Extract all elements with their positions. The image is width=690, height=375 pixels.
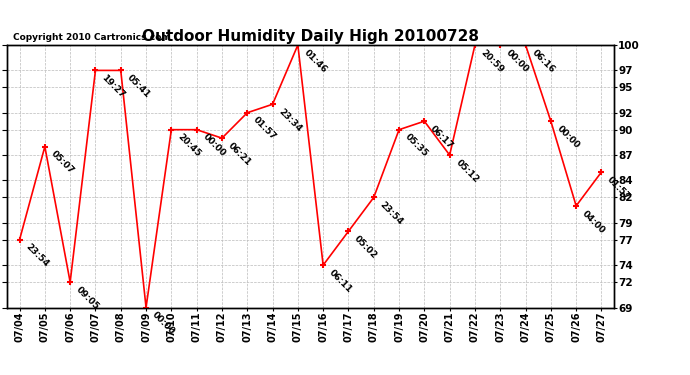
Text: 09:05: 09:05 xyxy=(75,285,101,311)
Text: 00:00: 00:00 xyxy=(201,132,227,159)
Text: 05:35: 05:35 xyxy=(403,132,430,159)
Text: 06:17: 06:17 xyxy=(428,124,455,151)
Text: 05:07: 05:07 xyxy=(49,149,75,176)
Title: Outdoor Humidity Daily High 20100728: Outdoor Humidity Daily High 20100728 xyxy=(142,29,479,44)
Text: 05:12: 05:12 xyxy=(454,158,480,184)
Text: 19:27: 19:27 xyxy=(99,73,126,100)
Text: Copyright 2010 Cartronics.com: Copyright 2010 Cartronics.com xyxy=(13,33,170,42)
Text: 20:45: 20:45 xyxy=(175,132,202,159)
Text: 01:57: 01:57 xyxy=(606,175,632,201)
Text: 06:21: 06:21 xyxy=(226,141,253,168)
Text: 01:46: 01:46 xyxy=(302,48,328,74)
Text: 05:41: 05:41 xyxy=(125,73,152,100)
Text: 23:34: 23:34 xyxy=(277,107,304,134)
Text: 05:02: 05:02 xyxy=(353,234,379,261)
Text: 00:00: 00:00 xyxy=(504,48,531,74)
Text: 06:16: 06:16 xyxy=(530,48,556,74)
Text: 23:54: 23:54 xyxy=(23,243,50,269)
Text: 00:00: 00:00 xyxy=(150,310,177,336)
Text: 01:57: 01:57 xyxy=(251,116,278,142)
Text: 00:00: 00:00 xyxy=(555,124,581,150)
Text: 20:59: 20:59 xyxy=(479,48,506,74)
Text: 23:54: 23:54 xyxy=(378,200,404,227)
Text: 04:00: 04:00 xyxy=(580,209,607,235)
Text: 06:11: 06:11 xyxy=(327,268,354,294)
